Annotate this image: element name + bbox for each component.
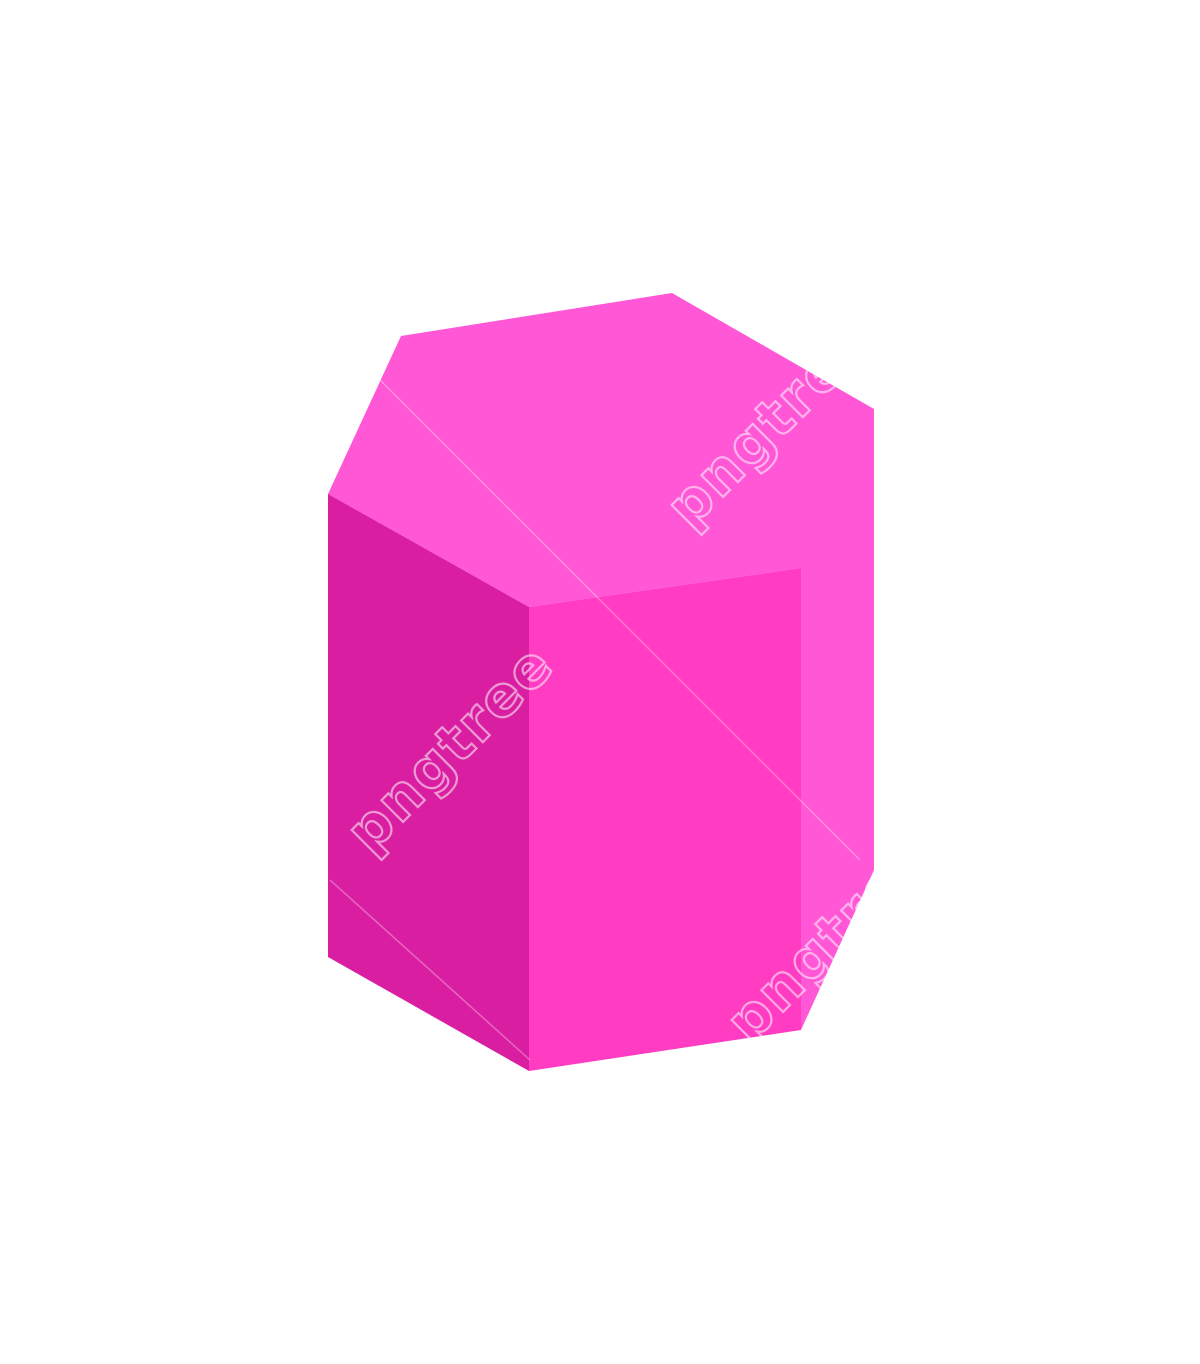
- watermark-stripe: [379, 379, 861, 861]
- watermark-stripe: [329, 879, 531, 1061]
- prism-top-face: [328, 293, 874, 1030]
- prism-front-face: [529, 568, 801, 1071]
- hexagonal-prism: [328, 293, 874, 1071]
- prism-left-face: [328, 494, 529, 1071]
